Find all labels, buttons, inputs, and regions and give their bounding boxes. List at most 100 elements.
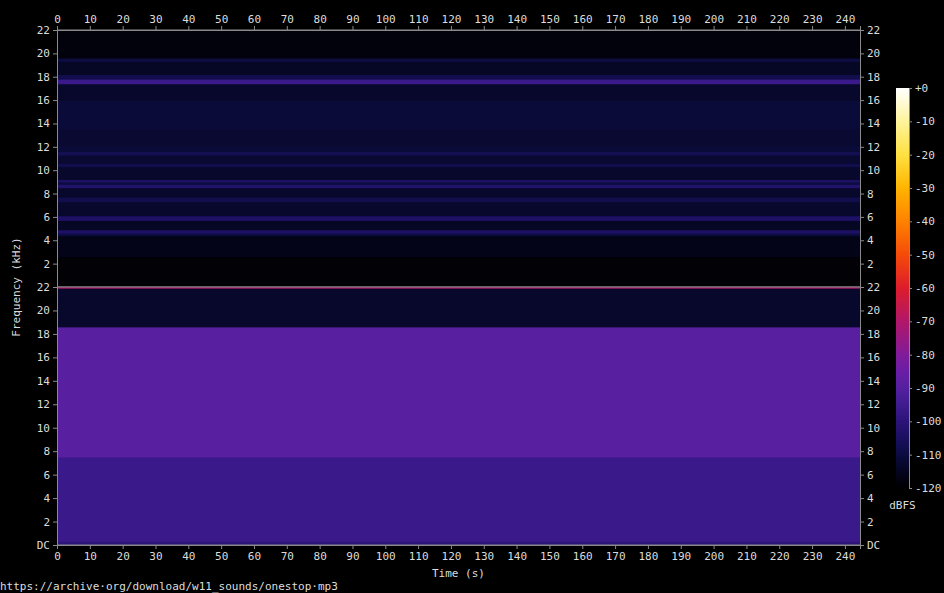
spectrogram-band [57,216,860,221]
y-axis-left-tick-label: 22 [37,281,50,294]
y-axis-right-tick-label: 2 [867,258,874,271]
x-axis-top-tick: 110 [409,13,429,30]
y-axis-right-tick: 2 [860,516,874,529]
x-axis-bottom-tick: 240 [835,545,855,563]
x-axis-top-tick-label: 210 [737,13,757,26]
y-axis-left-tick-mark [53,404,57,405]
y-axis-left-tick-mark [53,170,57,171]
panel-frame [57,287,860,288]
y-axis-left-tick-mark [53,147,57,148]
colorbar-axis-tick-label: -90 [915,382,935,395]
y-axis-right-tick-label: 18 [867,71,880,84]
colorbar-axis-tick-mark [909,488,912,489]
x-axis-bottom-tick: 0 [54,545,61,563]
x-axis-bottom-tick-label: 10 [84,550,97,563]
y-axis-right-tick-label: 14 [867,117,881,130]
y-axis-left-tick-mark [53,334,57,335]
colorbar-axis-tick: -120 [909,482,942,495]
x-axis-bottom-tick-label: 20 [117,550,130,563]
colorbar-axis-tick-mark [909,455,912,456]
x-axis-bottom-tick-mark [57,545,58,549]
x-axis-top-tick-label: 220 [770,13,790,26]
spectrogram-panel [57,30,860,287]
x-axis-top-tick-label: 160 [573,13,593,26]
x-axis-bottom-tick-label: 80 [314,550,327,563]
y-axis-right: DC246810121416182022 [860,281,881,552]
y-axis-left-tick: 18 [37,71,57,84]
x-axis-top-tick-label: 100 [376,13,396,26]
x-axis-top-tick-mark [779,26,780,30]
y-axis-left-tick-mark [53,498,57,499]
y-axis-right-tick-label: 4 [867,234,874,247]
x-axis-top-tick: 70 [281,13,294,30]
x-axis-bottom-tick: 160 [573,545,593,563]
y-axis-left-tick: 12 [37,398,57,411]
x-axis-bottom-tick-label: 0 [54,550,61,563]
colorbar-axis-tick-label: -20 [915,149,935,162]
x-axis-bottom-tick-mark [451,545,452,549]
y-axis-right-tick: 20 [860,304,880,317]
x-axis-bottom-tick: 150 [540,545,560,563]
y-axis-right-tick: 4 [860,492,874,505]
y-axis-right-tick-mark [860,217,864,218]
y-axis-left-tick: 10 [37,164,57,177]
colorbar-axis-tick-label: -30 [915,182,935,195]
x-axis-bottom-tick-label: 200 [704,550,724,563]
y-axis-left-tick: 20 [37,304,57,317]
x-axis-top-tick-mark [188,26,189,30]
x-axis-bottom-tick: 50 [215,545,228,563]
y-axis-right-tick-mark [860,194,864,195]
y-axis-left-tick-mark [53,287,57,288]
y-axis-right-tick: 10 [860,422,880,435]
y-axis-left-tick-mark [53,53,57,54]
y-axis-left-tick: 20 [37,47,57,60]
spectrogram-panel [57,287,860,545]
y-axis-left-tick-label: 20 [37,47,50,60]
y-axis-left-tick-mark [53,123,57,124]
y-axis-right-tick: 18 [860,71,880,84]
spectrogram-band [57,129,860,146]
colorbar-axis-tick: -70 [909,315,935,328]
x-axis-bottom-tick: 230 [803,545,823,563]
panel-frame [57,30,860,31]
x-axis-top-tick-label: 90 [346,13,359,26]
x-axis-bottom-tick-label: 40 [182,550,195,563]
y-axis-right-tick-label: 4 [867,492,874,505]
x-axis-bottom-tick-mark [681,545,682,549]
y-axis-left-tick-label: 22 [37,24,50,37]
x-axis-bottom-tick: 200 [704,545,724,563]
y-axis-right-tick-label: 20 [867,304,880,317]
y-axis-left-tick: 14 [37,117,57,130]
y-axis-left-tick-label: 2 [43,516,50,529]
x-axis-bottom-tick-label: 160 [573,550,593,563]
x-axis-top-tick-label: 30 [149,13,162,26]
y-axis-right-tick-label: 8 [867,445,874,458]
y-axis-right-tick-label: 12 [867,398,880,411]
x-axis-top-tick-label: 60 [248,13,261,26]
colorbar-axis-tick-mark [909,421,912,422]
y-axis-right-tick: 4 [860,234,874,247]
y-axis-left-tick-mark [53,264,57,265]
spectrogram-band [57,146,860,152]
y-axis-right-tick: 22 [860,281,880,294]
y-axis-left-tick: 22 [37,281,57,294]
colorbar-axis-tick-label: +0 [915,82,928,95]
x-axis-top-tick-label: 170 [606,13,626,26]
y-axis-right-tick: 18 [860,328,880,341]
x-axis-bottom-tick-mark [155,545,156,549]
x-axis-top: 0102030405060708090100110120130140150160… [54,13,860,31]
x-axis-bottom-tick-mark [484,545,485,549]
colorbar-axis-tick-label: -100 [915,415,942,428]
y-axis-left-tick-label: 18 [37,71,50,84]
x-axis-top-tick: 80 [314,13,327,30]
y-axis-left-tick-label: DC [37,539,50,552]
x-axis-bottom-tick-label: 100 [376,550,396,563]
colorbar-axis-tick-mark [909,221,912,222]
colorbar-axis-tick: -30 [909,182,935,195]
y-axis-left-tick: 16 [37,94,57,107]
y-axis-left-tick-mark [53,100,57,101]
x-axis-top-tick-mark [123,26,124,30]
x-axis-top-tick-mark [221,26,222,30]
y-axis-left-tick: 12 [37,141,57,154]
x-axis-top-tick-mark [484,26,485,30]
